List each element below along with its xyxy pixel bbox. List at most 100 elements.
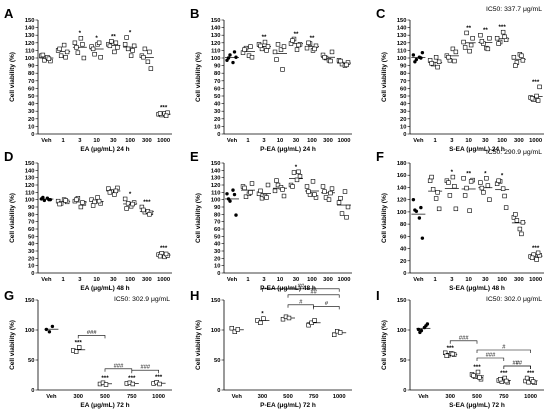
data-point bbox=[322, 189, 327, 194]
x-axis-title: P-EA (μg/mL) 24 h bbox=[260, 146, 316, 153]
data-point bbox=[231, 60, 235, 65]
panel-label: B bbox=[190, 6, 199, 21]
data-point bbox=[468, 42, 474, 48]
data-point bbox=[344, 62, 349, 68]
data-point bbox=[78, 36, 84, 41]
x-tick-label: Veh bbox=[227, 138, 238, 144]
comparison-label: ### bbox=[486, 353, 496, 359]
y-tick-label: 80 bbox=[214, 71, 220, 77]
data-point bbox=[517, 226, 523, 232]
y-tick-label: 110 bbox=[211, 190, 220, 196]
data-point bbox=[64, 49, 70, 55]
data-point bbox=[433, 196, 439, 201]
x-tick-label: Veh bbox=[413, 138, 424, 144]
y-tick-label: 50 bbox=[400, 358, 406, 364]
data-point bbox=[464, 30, 469, 36]
y-tick-label: 150 bbox=[211, 161, 221, 167]
x-tick-label: 750 bbox=[309, 394, 319, 400]
x-tick-label: 10 bbox=[277, 138, 283, 144]
y-tick-label: 80 bbox=[400, 71, 406, 77]
data-point bbox=[345, 204, 351, 210]
panel-a: A0102030405060708090100110120130140150Ce… bbox=[4, 6, 172, 153]
y-tick-label: 100 bbox=[25, 198, 35, 204]
data-point bbox=[255, 318, 260, 323]
data-point bbox=[435, 64, 440, 70]
data-point bbox=[63, 198, 68, 203]
y-tick-label: 60 bbox=[400, 86, 406, 92]
data-point bbox=[500, 186, 506, 191]
data-point bbox=[446, 180, 451, 185]
y-tick-label: 100 bbox=[211, 56, 221, 62]
data-point bbox=[471, 373, 476, 378]
y-tick-label: 60 bbox=[28, 227, 34, 233]
comparison-label: ### bbox=[114, 363, 124, 369]
comparison-label: ### bbox=[87, 330, 97, 336]
y-tick-label: 40 bbox=[400, 247, 406, 253]
panel-label: F bbox=[376, 149, 384, 164]
x-tick-label: 30 bbox=[293, 277, 299, 283]
significance-label: *** bbox=[128, 375, 136, 382]
x-tick-label: 100 bbox=[125, 277, 135, 283]
x-tick-label: 750 bbox=[499, 394, 509, 400]
significance-label: * bbox=[451, 169, 454, 176]
y-axis-title: Cell viability (%) bbox=[9, 52, 16, 102]
y-tick-label: 140 bbox=[25, 26, 35, 32]
data-point bbox=[265, 182, 271, 188]
data-point bbox=[248, 44, 253, 49]
y-tick-label: 150 bbox=[25, 161, 35, 167]
comparison-label: ### bbox=[459, 335, 469, 341]
data-point bbox=[248, 190, 253, 195]
x-tick-label: 1 bbox=[62, 138, 66, 144]
data-point bbox=[95, 195, 100, 200]
panel-e: E0102030405060708090100110120130140150Ce… bbox=[190, 149, 352, 292]
comparison-label: ## bbox=[310, 289, 317, 295]
x-tick-label: 100 bbox=[497, 277, 507, 283]
data-point bbox=[436, 59, 442, 65]
data-point bbox=[420, 236, 425, 240]
x-axis-title: EA (μg/mL) 48 h bbox=[80, 285, 129, 292]
significance-label: *** bbox=[447, 345, 455, 352]
x-tick-label: 1000 bbox=[157, 138, 170, 144]
y-tick-label: 0 bbox=[31, 271, 34, 277]
ic50-label: IC50: 337.7 μg/mL bbox=[486, 6, 542, 13]
x-tick-label: 1000 bbox=[338, 277, 351, 283]
y-tick-label: 30 bbox=[28, 249, 34, 255]
x-tick-label: 30 bbox=[293, 138, 299, 144]
x-tick-label: 500 bbox=[283, 394, 293, 400]
data-point bbox=[74, 349, 79, 354]
data-point bbox=[484, 176, 489, 181]
data-point bbox=[112, 49, 117, 55]
data-point bbox=[470, 36, 475, 41]
comparison-label: # bbox=[516, 361, 520, 367]
data-point bbox=[258, 188, 263, 194]
data-point bbox=[278, 47, 284, 52]
data-point bbox=[430, 187, 436, 192]
x-axis-title: S-EA (μg/mL) 24 h bbox=[449, 146, 505, 153]
y-tick-label: 0 bbox=[217, 132, 220, 138]
data-point bbox=[274, 57, 279, 62]
panel-label: E bbox=[190, 149, 199, 164]
data-point bbox=[498, 376, 503, 382]
data-point bbox=[467, 208, 472, 213]
panel-h: H 0 50 100 150 Cell viability (%) P-EA (μg/mL)… bbox=[190, 283, 352, 409]
data-point bbox=[46, 56, 52, 61]
significance-label: * bbox=[484, 170, 487, 177]
data-point bbox=[47, 330, 52, 334]
y-tick-label: 10 bbox=[400, 124, 406, 130]
data-point bbox=[450, 351, 455, 357]
y-tick-label: 150 bbox=[397, 298, 407, 304]
data-point bbox=[78, 204, 84, 210]
data-point bbox=[107, 43, 113, 49]
data-point bbox=[242, 47, 247, 52]
x-axis-title: P-EA (μg/mL) 72 h bbox=[260, 402, 316, 409]
x-tick-label: 1000 bbox=[529, 138, 542, 144]
significance-label: * bbox=[95, 35, 98, 42]
data-point bbox=[290, 184, 295, 189]
x-tick-label: 1000 bbox=[333, 394, 346, 400]
data-point bbox=[297, 174, 303, 179]
y-tick-label: 30 bbox=[214, 249, 220, 255]
data-point bbox=[296, 169, 301, 174]
significance-label: *** bbox=[527, 370, 535, 377]
data-point bbox=[258, 43, 263, 49]
